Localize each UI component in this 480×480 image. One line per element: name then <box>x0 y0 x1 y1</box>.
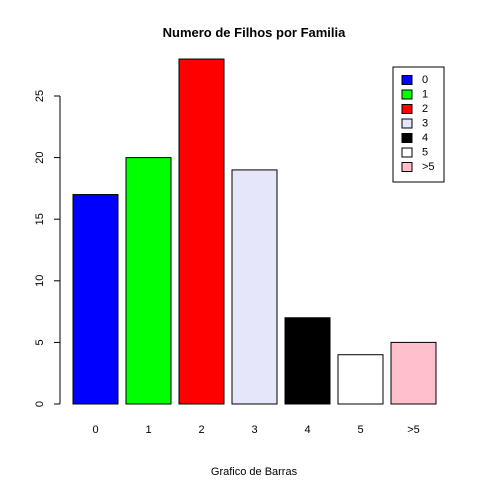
x-tick-label: 4 <box>304 424 310 436</box>
legend-entry: >5 <box>422 161 435 173</box>
legend-box <box>392 66 445 183</box>
legend-entry: 4 <box>422 132 428 144</box>
bar <box>284 317 331 405</box>
y-tick-label: 10 <box>34 275 46 287</box>
x-tick-label: 5 <box>357 424 363 436</box>
y-tick-label: 5 <box>34 339 46 345</box>
legend-entry: 1 <box>422 89 428 101</box>
y-axis: 0 5 10 15 20 25 <box>34 90 61 407</box>
chart-title: Numero de Filhos por Familia <box>163 25 347 40</box>
bar <box>125 157 172 405</box>
bar <box>337 354 384 405</box>
x-tick-label: 1 <box>145 424 151 436</box>
bars <box>72 58 437 405</box>
legend-swatch <box>401 75 413 85</box>
y-tick-label: 0 <box>34 401 46 407</box>
x-tick-label: >5 <box>407 424 420 436</box>
bar <box>178 58 225 405</box>
legend-swatch <box>401 133 413 143</box>
legend-swatch <box>401 147 413 158</box>
y-tick-label: 25 <box>34 90 46 102</box>
legend-entry: 0 <box>422 74 428 86</box>
bar <box>72 194 119 405</box>
x-tick-label: 2 <box>198 424 204 436</box>
y-tick-label: 20 <box>34 151 46 163</box>
legend-swatch <box>401 89 413 100</box>
x-tick-label: 3 <box>251 424 257 436</box>
legend-swatch <box>401 118 413 129</box>
x-tick-labels: 0 1 2 3 4 5 >5 <box>92 424 419 436</box>
bar <box>231 169 278 405</box>
y-tick-label: 15 <box>34 213 46 225</box>
legend-swatch <box>401 162 413 172</box>
legend-entry: 2 <box>422 103 428 115</box>
legend: 0 1 2 3 4 5 >5 <box>392 66 445 183</box>
x-tick-label: 0 <box>92 424 98 436</box>
legend-entry: 3 <box>422 118 428 130</box>
bar <box>390 341 437 405</box>
x-axis-label: Grafico de Barras <box>211 466 298 478</box>
legend-entry: 5 <box>422 147 428 159</box>
legend-swatch <box>401 104 413 114</box>
